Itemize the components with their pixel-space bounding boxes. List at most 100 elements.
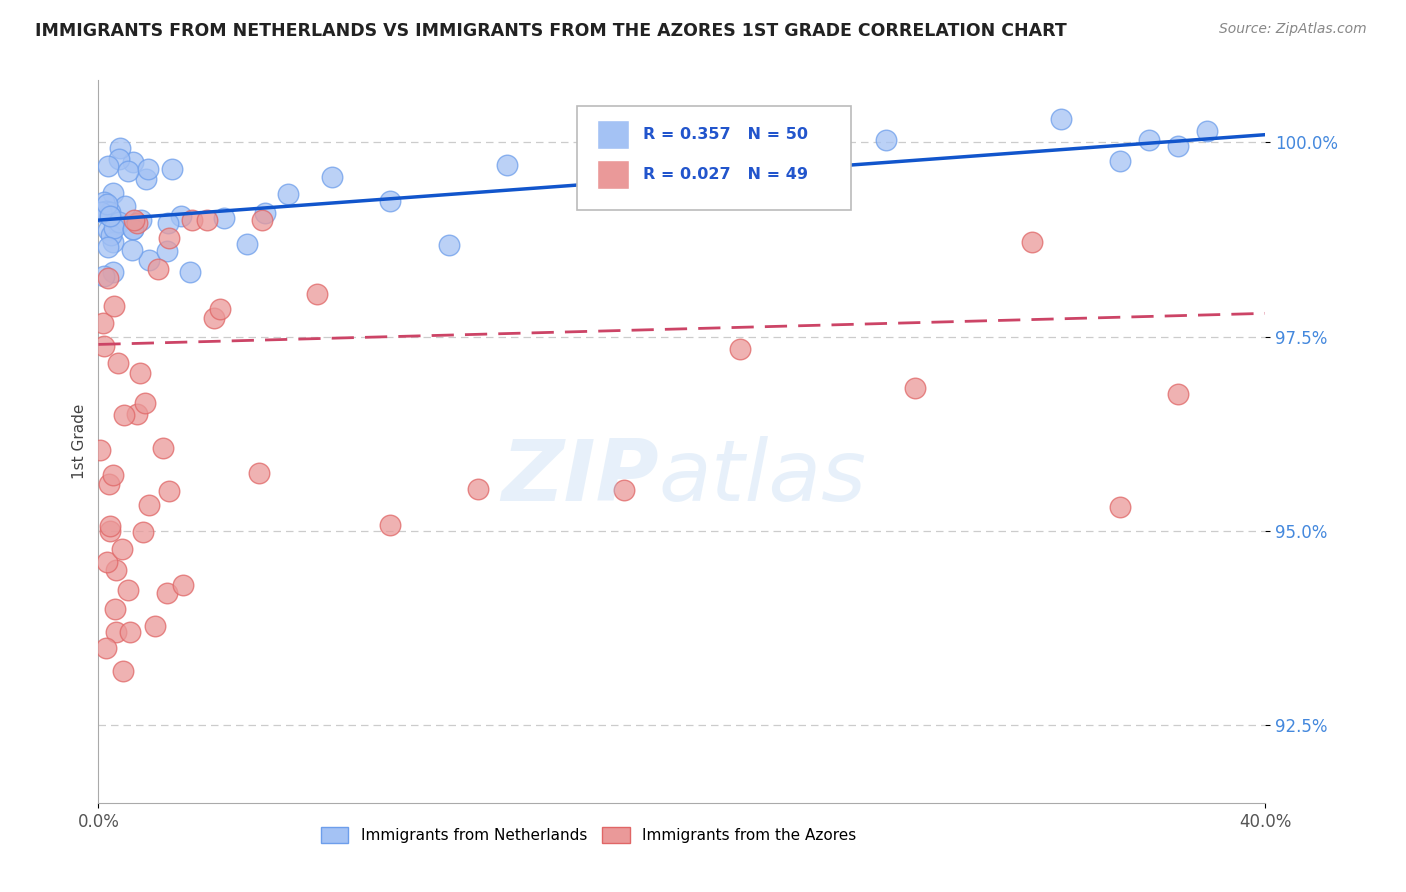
Point bbox=[97, 160, 120, 174]
Point bbox=[380, 518, 402, 533]
Point bbox=[307, 287, 329, 301]
Point bbox=[122, 221, 145, 235]
Point bbox=[253, 205, 276, 219]
Point bbox=[93, 194, 115, 209]
Point bbox=[1050, 112, 1073, 127]
Point bbox=[202, 310, 225, 325]
Text: ZIP: ZIP bbox=[501, 436, 658, 519]
Point bbox=[98, 209, 121, 223]
Point bbox=[212, 211, 235, 226]
Point bbox=[107, 356, 129, 370]
Point bbox=[111, 542, 134, 557]
Point bbox=[380, 194, 402, 209]
Point bbox=[98, 477, 121, 491]
Point bbox=[97, 271, 120, 285]
Point bbox=[108, 141, 131, 155]
Point bbox=[136, 162, 159, 177]
Bar bbox=[596, 120, 630, 149]
Point bbox=[104, 624, 127, 639]
Point bbox=[467, 482, 489, 496]
Point bbox=[93, 339, 115, 353]
Point bbox=[1108, 154, 1130, 169]
Point bbox=[1108, 500, 1130, 514]
Point bbox=[101, 265, 124, 279]
Legend: Immigrants from Netherlands, Immigrants from the Azores: Immigrants from Netherlands, Immigrants … bbox=[315, 822, 862, 849]
Point bbox=[91, 316, 114, 330]
Point bbox=[121, 243, 143, 257]
Point bbox=[114, 199, 136, 213]
Point bbox=[125, 407, 148, 421]
Point bbox=[90, 205, 112, 219]
Point bbox=[93, 268, 115, 283]
Point bbox=[209, 301, 232, 316]
Point bbox=[98, 524, 121, 538]
Point bbox=[117, 164, 139, 178]
Point bbox=[1021, 235, 1043, 249]
Point bbox=[107, 217, 129, 231]
Text: R = 0.357   N = 50: R = 0.357 N = 50 bbox=[644, 127, 808, 142]
Point bbox=[138, 499, 160, 513]
Point bbox=[236, 237, 259, 252]
Point bbox=[112, 408, 135, 422]
Bar bbox=[596, 160, 630, 189]
Point bbox=[172, 578, 194, 592]
Point bbox=[156, 586, 179, 600]
Point bbox=[437, 238, 460, 252]
Point bbox=[134, 395, 156, 409]
Point bbox=[96, 555, 118, 569]
Point bbox=[138, 253, 160, 268]
Point bbox=[117, 583, 139, 598]
Point bbox=[132, 525, 155, 540]
Point bbox=[94, 204, 117, 219]
Text: Source: ZipAtlas.com: Source: ZipAtlas.com bbox=[1219, 22, 1367, 37]
Point bbox=[1137, 132, 1160, 146]
Point bbox=[152, 441, 174, 455]
Text: R = 0.027   N = 49: R = 0.027 N = 49 bbox=[644, 167, 808, 182]
Point bbox=[1195, 124, 1218, 138]
Point bbox=[112, 664, 135, 678]
Point bbox=[179, 264, 201, 278]
Point bbox=[89, 442, 111, 457]
Point bbox=[496, 158, 519, 172]
Point bbox=[180, 213, 202, 227]
Point bbox=[127, 216, 149, 230]
Point bbox=[121, 155, 143, 169]
Point bbox=[146, 262, 169, 277]
Point bbox=[98, 209, 121, 223]
Point bbox=[157, 231, 180, 245]
Point bbox=[103, 299, 125, 313]
Point bbox=[98, 204, 121, 219]
Text: atlas: atlas bbox=[658, 436, 866, 519]
Point bbox=[1167, 387, 1189, 401]
Point bbox=[247, 466, 270, 480]
Point bbox=[143, 619, 166, 633]
Point bbox=[122, 213, 145, 227]
FancyBboxPatch shape bbox=[576, 105, 851, 211]
Point bbox=[875, 133, 897, 147]
Point bbox=[730, 342, 752, 356]
Point bbox=[1167, 139, 1189, 153]
Point bbox=[252, 213, 274, 227]
Point bbox=[97, 240, 120, 254]
Point bbox=[157, 217, 180, 231]
Point bbox=[96, 197, 118, 211]
Point bbox=[100, 228, 122, 243]
Point bbox=[157, 483, 180, 498]
Point bbox=[103, 186, 125, 200]
Point bbox=[135, 172, 157, 186]
Point bbox=[160, 162, 183, 177]
Point bbox=[108, 215, 131, 229]
Point bbox=[129, 212, 152, 227]
Point bbox=[904, 381, 927, 395]
Point bbox=[104, 601, 127, 615]
Point bbox=[121, 222, 143, 236]
Point bbox=[94, 641, 117, 656]
Point bbox=[105, 563, 128, 577]
Point bbox=[108, 152, 131, 166]
Point bbox=[103, 221, 125, 235]
Point bbox=[97, 222, 120, 236]
Point bbox=[612, 483, 634, 497]
Point bbox=[98, 519, 121, 533]
Point bbox=[156, 244, 179, 259]
Text: IMMIGRANTS FROM NETHERLANDS VS IMMIGRANTS FROM THE AZORES 1ST GRADE CORRELATION : IMMIGRANTS FROM NETHERLANDS VS IMMIGRANT… bbox=[35, 22, 1067, 40]
